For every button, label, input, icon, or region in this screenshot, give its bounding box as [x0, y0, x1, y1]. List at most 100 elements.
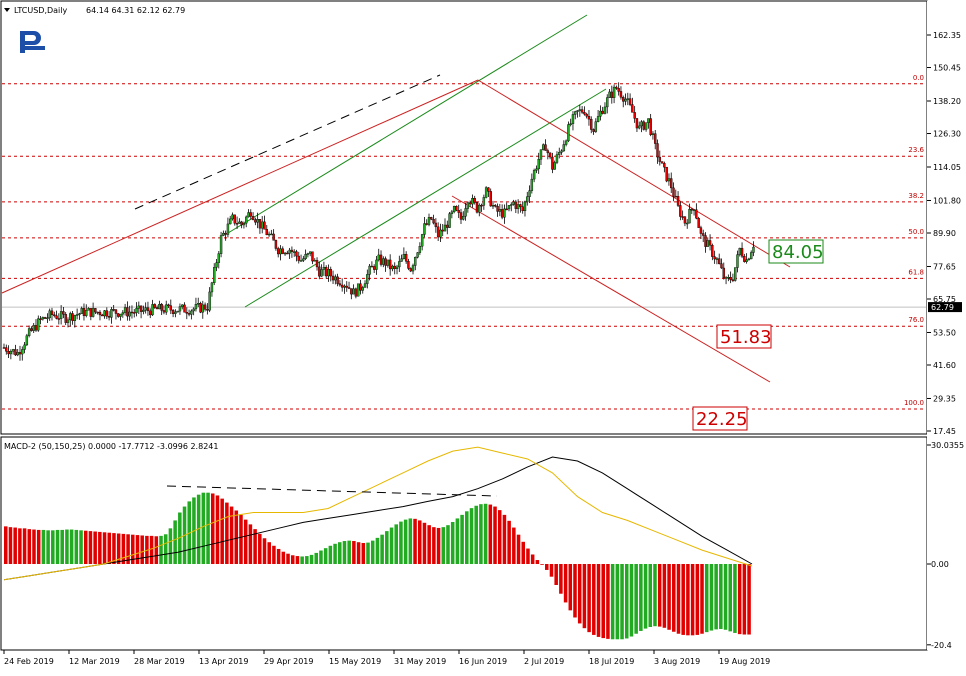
macd-bar	[512, 527, 516, 564]
macd-bar	[497, 510, 502, 564]
candle-body	[464, 208, 467, 217]
candle-body	[729, 277, 732, 280]
fib-level-label: 38.2	[908, 192, 924, 200]
macd-bar	[530, 554, 535, 564]
collapse-arrow-icon[interactable]	[4, 8, 10, 12]
candle-body	[430, 217, 433, 220]
candle-body	[80, 308, 83, 314]
candle-body	[624, 98, 627, 102]
candle-body	[615, 86, 618, 89]
macd-bar	[455, 518, 460, 564]
candle-body	[231, 214, 234, 220]
candle-body	[101, 314, 104, 317]
macd-bar	[131, 534, 135, 564]
candle-body	[722, 267, 725, 278]
candle-body	[377, 254, 380, 261]
macd-bar	[596, 564, 601, 637]
candle-body	[206, 309, 209, 311]
candle-body	[587, 115, 591, 120]
candle-body	[254, 219, 257, 223]
candle-body	[2, 347, 6, 349]
macd-line	[3, 456, 753, 581]
candle-body	[149, 310, 152, 316]
macd-bar	[65, 529, 69, 564]
macd-bar	[606, 564, 610, 639]
macd-axis: 30.0355 0.00 -20.4	[927, 441, 964, 650]
candle-body	[89, 308, 93, 317]
candle-body	[73, 315, 77, 321]
candle-body	[64, 314, 67, 323]
candle-body	[126, 307, 129, 317]
macd-bar	[582, 564, 587, 629]
candle-body	[32, 325, 35, 331]
candle-body	[233, 214, 236, 224]
candle-body	[674, 195, 677, 198]
annotation-label: 51.83	[720, 327, 772, 348]
macd-bar	[116, 533, 121, 564]
price-tick-label: 126.30	[933, 130, 961, 139]
candle-body	[734, 267, 737, 281]
candle-body	[50, 310, 54, 315]
trend-lines	[1, 14, 791, 383]
macd-bar	[686, 564, 690, 636]
macd-bar	[281, 551, 286, 564]
macd-bar	[714, 564, 718, 630]
candle-body	[272, 233, 275, 241]
fib-level-label: 0.0	[913, 74, 924, 82]
candle-body	[585, 113, 588, 117]
candle-body	[569, 123, 572, 125]
annotation-label: 22.25	[696, 409, 748, 430]
annotations: 84.05 51.83 22.25	[692, 239, 824, 431]
candle-body	[34, 325, 38, 331]
fib-level-label: 76.0	[908, 316, 924, 324]
candle-body	[151, 304, 154, 316]
candle-body	[345, 285, 348, 288]
trend-line	[134, 74, 441, 210]
macd-bar	[93, 531, 97, 564]
macd-bar	[723, 564, 728, 630]
macd-bar	[413, 518, 417, 564]
candle-body	[727, 277, 730, 279]
candle-body	[340, 284, 344, 288]
candle-body	[425, 223, 428, 225]
candle-body	[183, 304, 186, 313]
candle-body	[619, 91, 623, 98]
macd-bar	[295, 556, 300, 564]
time-tick-label: 2 Jul 2019	[524, 657, 564, 666]
roboforex-logo	[20, 31, 45, 53]
candle-body	[382, 258, 385, 265]
macd-bar	[112, 533, 116, 564]
time-tick-label: 18 Jul 2019	[589, 657, 634, 666]
macd-bar	[667, 564, 671, 630]
macd-bar	[4, 526, 8, 564]
candle-body	[498, 209, 502, 212]
current-price-box	[928, 302, 962, 313]
candle-body	[117, 313, 120, 317]
macd-bar	[258, 533, 262, 564]
macd-bar	[483, 503, 488, 564]
macd-bar	[441, 527, 446, 564]
candle-body	[267, 233, 271, 236]
candle-body	[277, 248, 280, 255]
candle-body	[240, 221, 243, 226]
macd-bar	[719, 564, 723, 629]
candle-body	[320, 269, 323, 277]
candle-body	[171, 309, 175, 314]
macd-bar	[375, 537, 380, 564]
chart-header: LTCUSD,Daily 64.14 64.31 62.12 62.79	[4, 6, 185, 15]
candle-body	[690, 208, 693, 211]
candle-body	[688, 208, 691, 224]
candle-body	[219, 235, 223, 254]
macd-bar	[309, 554, 314, 564]
candle-body	[583, 112, 586, 115]
macd-histogram	[4, 492, 751, 640]
candle-body	[731, 279, 735, 281]
candle-body	[457, 210, 460, 213]
candle-body	[386, 259, 390, 266]
macd-bar	[41, 529, 46, 564]
candle-body	[530, 178, 534, 191]
macd-bar	[507, 520, 511, 564]
candle-body	[322, 267, 326, 270]
candle-body	[724, 277, 728, 279]
candle-body	[14, 349, 17, 356]
